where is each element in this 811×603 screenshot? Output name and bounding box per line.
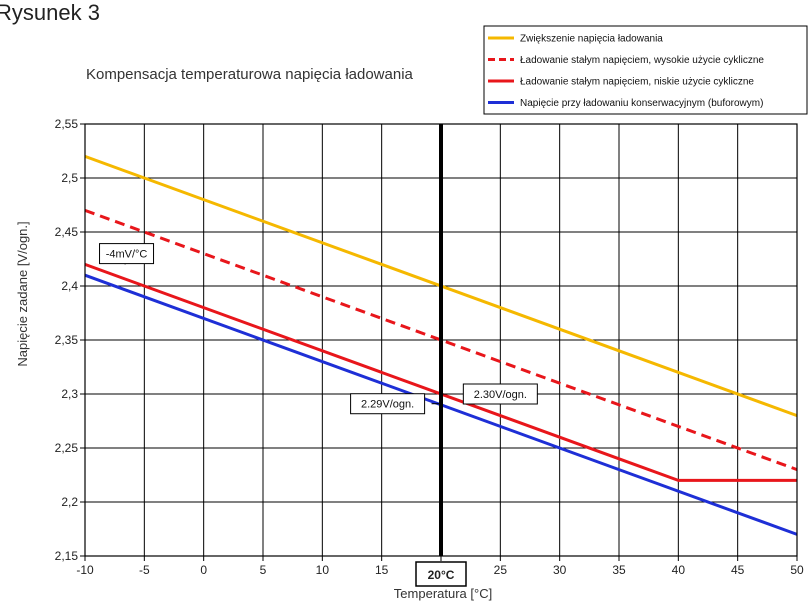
- y-tick-label: 2,5: [61, 171, 78, 185]
- x-tick-label: -5: [139, 563, 150, 577]
- y-tick-label: 2,15: [55, 549, 79, 563]
- x-tick-label: 10: [316, 563, 330, 577]
- legend-label-4: Napięcie przy ładowaniu konserwacyjnym (…: [520, 98, 763, 109]
- y-tick-label: 2,25: [55, 441, 79, 455]
- x-tick-label: 45: [731, 563, 745, 577]
- plot-frame: [84, 123, 798, 557]
- figure-label: Rysunek 3: [0, 0, 100, 25]
- x-tick-label: 5: [260, 563, 267, 577]
- x-tick-label: 35: [612, 563, 626, 577]
- x-tick-label: 0: [200, 563, 207, 577]
- x-tick-label: 25: [494, 563, 508, 577]
- x-tick-label: -10: [76, 563, 94, 577]
- annotation-label: -4mV/°C: [106, 249, 148, 261]
- y-tick-label: 2,55: [55, 117, 79, 131]
- annotation-label: 2.29V/ogn.: [361, 399, 414, 411]
- x-axis-title: Temperatura [°C]: [394, 586, 492, 601]
- y-tick-label: 2,45: [55, 225, 79, 239]
- x-tick-label: 40: [672, 563, 686, 577]
- series-line-3: [84, 262, 797, 482]
- x-tick-label: 30: [553, 563, 567, 577]
- legend: Zwiększenie napięcia ładowania Ładowanie …: [483, 25, 808, 115]
- annotation-box: [99, 243, 155, 265]
- y-tick-label: 2,3: [61, 387, 78, 401]
- legend-label-2: Ładowanie stałym napięciem, wysokie użyc…: [520, 55, 764, 66]
- annotation-label: 2.30V/ogn.: [474, 389, 527, 401]
- y-tick-label: 2,2: [61, 495, 78, 509]
- y-axis-title: Napięcie zadane [V/ogn.]: [15, 221, 30, 366]
- axes: 2,15 2,2 2,25 2,3 2,35 2,4 2,45 2,5 2,55 -10 -5 0 5 1…: [55, 117, 804, 587]
- series-line-2: [84, 208, 798, 472]
- x-tick-label-reference: 20°C: [428, 568, 455, 582]
- annotation-box: [350, 393, 426, 415]
- reference-tick-box: [415, 561, 467, 587]
- y-tick-label: 2,4: [61, 279, 78, 293]
- x-tick-label: 15: [375, 563, 389, 577]
- chart-title: Kompensacja temperaturowa napięcia ładow…: [86, 66, 414, 83]
- legend-label-1: Zwiększenie napięcia ładowania: [520, 34, 663, 45]
- annotations: -4mV/°C 2.30V/ogn. 2.29V/ogn.: [99, 243, 538, 415]
- legend-label-3: Ładowanie stałym napięciem, niskie użyci…: [520, 77, 754, 88]
- y-tick-label: 2,35: [55, 333, 79, 347]
- annotation-box: [462, 383, 538, 405]
- x-tick-label: 50: [790, 563, 804, 577]
- legend-box: [483, 25, 808, 115]
